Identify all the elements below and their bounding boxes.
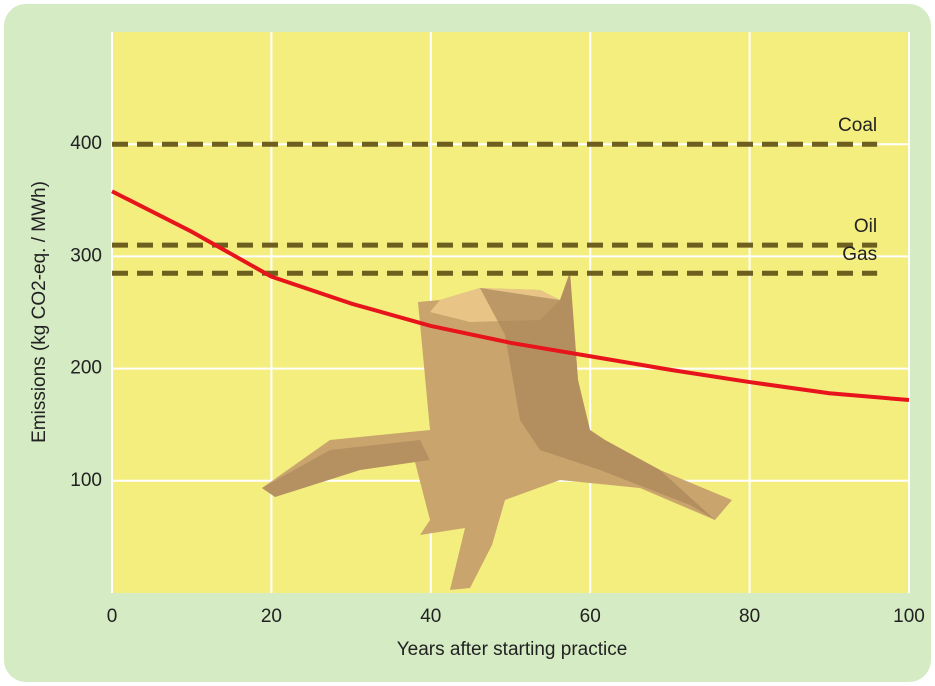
y-tick-label: 400 [70,133,102,154]
x-tick-label: 0 [107,606,118,627]
reference-label: Oil [854,216,877,237]
reference-label: Coal [838,115,877,136]
y-axis-label: Emissions (kg CO2-eq. / MWh) [29,181,50,443]
y-tick-label: 100 [70,470,102,491]
line [111,189,910,403]
y-tick-label: 200 [70,358,102,379]
x-tick-label: 40 [420,606,441,627]
x-tick-label: 20 [261,606,282,627]
x-axis-label: Years after starting practice [397,639,628,660]
x-tick-label: 60 [580,606,601,627]
x-tick-label: 100 [893,606,925,627]
y-tick-label: 300 [70,245,102,266]
x-tick-label: 80 [739,606,760,627]
reference-label: Gas [842,244,877,265]
tree-stump [262,272,732,590]
